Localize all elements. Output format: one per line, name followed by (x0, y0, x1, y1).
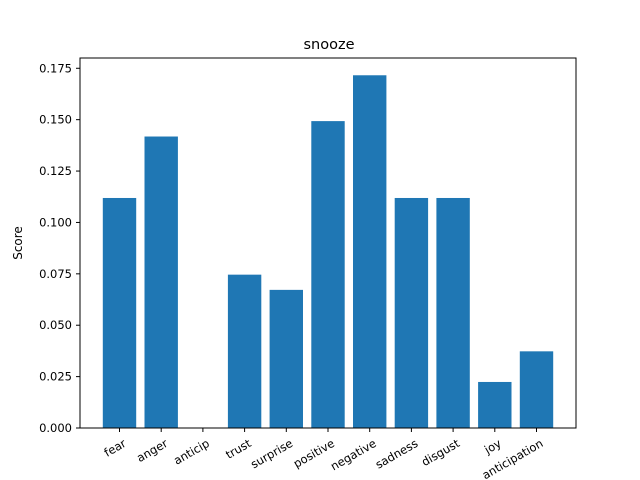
y-axis-ticks: 0.000 0.025 0.050 0.075 0.100 0.125 0.150 0.175 (39, 61, 80, 435)
bar-trust (227, 274, 262, 428)
bar-negative (353, 75, 387, 429)
y-tick-label: 0.100 (39, 215, 72, 229)
y-tick-label: 0.050 (39, 318, 72, 332)
y-axis-label: Score (11, 226, 25, 260)
y-tick-label: 0.150 (39, 113, 72, 127)
plot-frame (79, 57, 577, 429)
bars-group (102, 75, 554, 429)
y-tick-label: 0.025 (39, 370, 72, 384)
bar-joy (478, 381, 512, 428)
y-tick-label: 0.125 (39, 164, 72, 178)
y-tick-label: 0.000 (39, 421, 72, 435)
bar-anger (144, 136, 178, 428)
bar-anticipation (519, 351, 554, 428)
bar-positive (311, 121, 345, 429)
bar-sadness (394, 197, 429, 428)
bar-fear (102, 197, 137, 428)
bar-surprise (269, 289, 303, 428)
y-tick-label: 0.175 (39, 61, 72, 75)
bar-disgust (436, 197, 470, 428)
chart-title: snooze (303, 37, 354, 53)
y-tick-label: 0.075 (39, 267, 72, 281)
